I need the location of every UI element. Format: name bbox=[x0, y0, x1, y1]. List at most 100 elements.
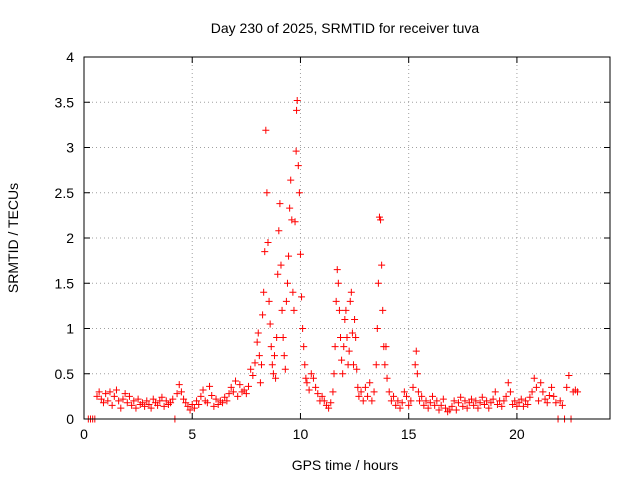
data-point bbox=[138, 399, 146, 407]
y-tick-label: 0.5 bbox=[55, 366, 75, 382]
data-point bbox=[325, 404, 333, 412]
data-point bbox=[208, 391, 216, 399]
data-point bbox=[121, 390, 129, 398]
data-point bbox=[359, 397, 367, 405]
data-point bbox=[373, 325, 381, 332]
data-point bbox=[225, 390, 233, 398]
data-point bbox=[345, 347, 353, 355]
data-point bbox=[548, 383, 556, 391]
data-point bbox=[206, 382, 214, 390]
data-point bbox=[302, 374, 310, 382]
data-point bbox=[441, 404, 449, 412]
data-point bbox=[282, 297, 290, 305]
data-point bbox=[341, 315, 349, 323]
data-point bbox=[279, 334, 287, 342]
data-point bbox=[329, 388, 337, 396]
data-point bbox=[381, 361, 389, 369]
data-point bbox=[214, 401, 222, 409]
data-point bbox=[247, 365, 255, 373]
data-point bbox=[420, 401, 428, 409]
data-point bbox=[261, 248, 269, 256]
data-point bbox=[156, 397, 164, 405]
data-point bbox=[190, 404, 198, 412]
data-point bbox=[262, 126, 270, 134]
data-point bbox=[539, 388, 547, 396]
data-point bbox=[173, 390, 181, 398]
data-point bbox=[307, 370, 315, 378]
data-point bbox=[500, 397, 508, 405]
data-point bbox=[175, 381, 183, 389]
data-point bbox=[342, 306, 350, 314]
data-point bbox=[277, 261, 285, 269]
data-point bbox=[351, 315, 359, 323]
data-point bbox=[457, 393, 465, 401]
data-point bbox=[203, 399, 211, 407]
data-point bbox=[493, 401, 501, 409]
data-point bbox=[398, 399, 406, 407]
axis-ticks: 0 5 10 15 20 0 0.5 1 1.5 2 2.5 3 3.5 4 bbox=[55, 49, 610, 442]
y-tick-label: 3.5 bbox=[55, 94, 75, 110]
data-point bbox=[489, 395, 497, 403]
data-point bbox=[414, 388, 422, 396]
data-point bbox=[197, 392, 205, 400]
data-point bbox=[352, 334, 360, 342]
data-point bbox=[251, 359, 259, 367]
data-point bbox=[558, 401, 566, 409]
data-point bbox=[506, 388, 514, 396]
data-point bbox=[565, 372, 573, 380]
data-point bbox=[372, 361, 380, 369]
data-point bbox=[275, 227, 283, 235]
data-point bbox=[130, 397, 138, 405]
data-point bbox=[545, 391, 553, 399]
data-point bbox=[184, 402, 192, 410]
data-point bbox=[249, 372, 257, 380]
x-axis-label: GPS time / hours bbox=[292, 457, 399, 473]
data-point bbox=[119, 395, 127, 403]
data-point bbox=[334, 279, 342, 287]
data-point bbox=[355, 392, 363, 400]
data-point bbox=[125, 392, 133, 400]
data-point bbox=[480, 401, 488, 409]
data-point bbox=[97, 395, 105, 403]
data-point bbox=[353, 365, 361, 373]
data-point bbox=[422, 397, 430, 405]
data-point bbox=[294, 162, 302, 170]
data-point bbox=[160, 402, 168, 410]
data-points bbox=[84, 96, 582, 423]
data-point bbox=[435, 406, 443, 414]
data-point bbox=[450, 397, 458, 405]
y-tick-label: 0 bbox=[66, 411, 74, 427]
data-point bbox=[433, 397, 441, 405]
y-tick-label: 2 bbox=[66, 230, 74, 246]
data-point bbox=[303, 379, 311, 387]
data-point bbox=[543, 399, 551, 407]
data-point bbox=[242, 390, 250, 398]
data-point bbox=[293, 106, 301, 114]
data-point bbox=[260, 288, 268, 296]
data-point bbox=[472, 397, 480, 405]
data-point bbox=[429, 392, 437, 400]
data-point bbox=[446, 406, 454, 414]
data-point bbox=[143, 397, 151, 405]
data-point bbox=[467, 395, 475, 403]
data-point bbox=[256, 379, 264, 387]
data-point bbox=[177, 388, 185, 396]
data-point bbox=[158, 393, 166, 401]
data-point bbox=[232, 377, 240, 385]
data-point bbox=[227, 383, 235, 391]
data-point bbox=[167, 399, 175, 407]
data-point bbox=[312, 383, 320, 391]
chart-title: Day 230 of 2025, SRMTID for receiver tuv… bbox=[211, 20, 480, 36]
data-point bbox=[296, 250, 304, 258]
data-point bbox=[281, 365, 289, 373]
data-point bbox=[461, 397, 469, 405]
data-point bbox=[517, 395, 525, 403]
data-point bbox=[99, 399, 107, 407]
data-point bbox=[95, 388, 103, 396]
data-point bbox=[412, 347, 420, 355]
data-point bbox=[474, 404, 482, 412]
data-point bbox=[491, 388, 499, 396]
data-point bbox=[265, 297, 273, 305]
data-point bbox=[257, 361, 265, 369]
data-point bbox=[374, 279, 382, 287]
